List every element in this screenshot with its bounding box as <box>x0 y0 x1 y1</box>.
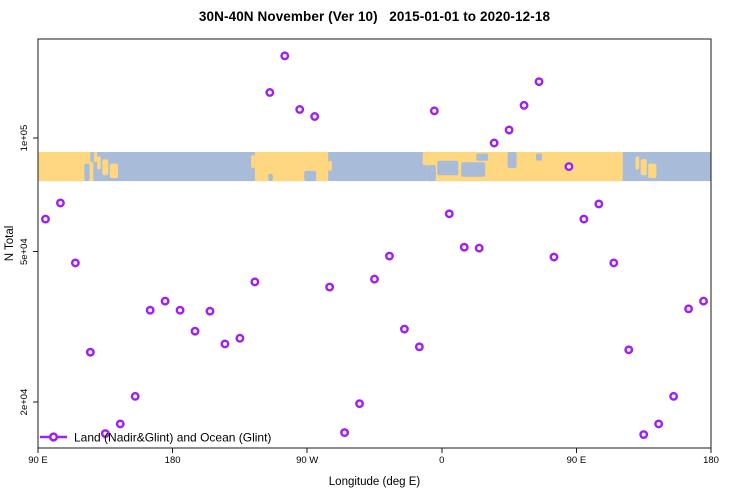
island-patch <box>640 159 647 176</box>
island-patch <box>102 159 109 176</box>
plot-border <box>37 38 712 449</box>
x-tick-label: 90 W <box>296 455 318 466</box>
data-point <box>429 106 439 116</box>
sea-patch <box>476 153 489 161</box>
data-point <box>504 125 514 135</box>
land-span <box>254 152 329 182</box>
world-map-band <box>38 152 711 182</box>
data-point <box>444 209 454 219</box>
data-point <box>669 391 679 401</box>
data-point <box>519 100 529 110</box>
data-point <box>220 339 230 349</box>
legend: Land (Nadir&Glint) and Ocean (Glint) <box>40 431 271 445</box>
data-point <box>534 77 544 87</box>
land-span <box>38 152 94 182</box>
data-point <box>340 428 350 438</box>
data-point <box>579 214 589 224</box>
x-axis-title: Longitude (deg E) <box>329 476 421 488</box>
sea-patch <box>84 163 90 182</box>
data-point <box>235 333 245 343</box>
data-point <box>280 51 290 61</box>
data-point <box>100 429 110 439</box>
data-point <box>699 296 708 306</box>
data-point <box>684 304 694 314</box>
sea-patch <box>304 170 317 182</box>
sea-patch <box>437 160 459 176</box>
island-patch <box>422 152 427 166</box>
data-point <box>385 251 394 261</box>
data-point <box>654 419 664 429</box>
sea-patch <box>507 152 517 169</box>
data-point <box>70 258 80 268</box>
data-point <box>205 306 215 316</box>
chart-title: 30N-40N November (Ver 10) 2015-01-01 to … <box>198 9 551 24</box>
data-point <box>190 326 200 336</box>
data-point <box>489 138 499 148</box>
data-point <box>639 430 649 440</box>
data-point <box>85 347 95 357</box>
island-patch <box>94 152 98 163</box>
data-point <box>310 112 320 121</box>
data-point <box>624 345 634 355</box>
island-patch <box>251 154 255 169</box>
island-patch <box>635 156 640 170</box>
data-point <box>130 391 140 401</box>
data-point <box>175 305 185 315</box>
sea-patch <box>90 152 94 163</box>
data-point <box>250 277 260 287</box>
data-point <box>594 199 604 209</box>
x-axis: 90 E 180 90 W 0 90 E 180 <box>28 448 719 466</box>
sea-patch <box>268 173 273 182</box>
legend-point-marker <box>48 432 59 442</box>
x-tick-label: 0 <box>439 455 444 466</box>
y-axis-title: N Total <box>4 226 16 262</box>
x-tick-label: 180 <box>165 455 181 466</box>
x-tick-label: 180 <box>703 455 719 466</box>
x-tick-label: 90 E <box>567 455 587 466</box>
data-point <box>370 274 379 284</box>
island-patch <box>97 156 101 170</box>
y-tick-label: 1e+05 <box>19 125 30 152</box>
data-point <box>160 296 170 306</box>
sea-patch <box>536 153 543 161</box>
data-point <box>115 419 125 429</box>
data-point <box>295 105 305 114</box>
data-point <box>55 198 65 208</box>
data-point <box>609 258 619 268</box>
y-tick-label: 5e+04 <box>19 238 30 265</box>
sea-patch <box>461 162 486 177</box>
island-patch <box>328 160 332 171</box>
y-tick-label: 2e+04 <box>19 389 30 416</box>
data-points <box>41 51 708 440</box>
data-point <box>549 252 559 262</box>
data-point <box>459 242 469 252</box>
data-point <box>414 342 424 352</box>
land-span <box>426 152 623 182</box>
x-tick-label: 90 E <box>28 455 48 466</box>
data-point <box>474 243 484 253</box>
island-patch <box>648 163 657 179</box>
data-point <box>564 162 574 172</box>
data-point <box>399 324 409 334</box>
legend-label: Land (Nadir&Glint) and Ocean (Glint) <box>74 431 271 445</box>
sea-patch <box>426 165 436 182</box>
data-point <box>145 305 155 315</box>
data-point <box>265 88 275 97</box>
data-point <box>355 399 364 409</box>
island-patch <box>109 163 119 179</box>
y-axis: 1e+05 5e+04 2e+04 <box>19 125 38 416</box>
data-point <box>41 214 50 224</box>
data-point <box>325 282 335 292</box>
